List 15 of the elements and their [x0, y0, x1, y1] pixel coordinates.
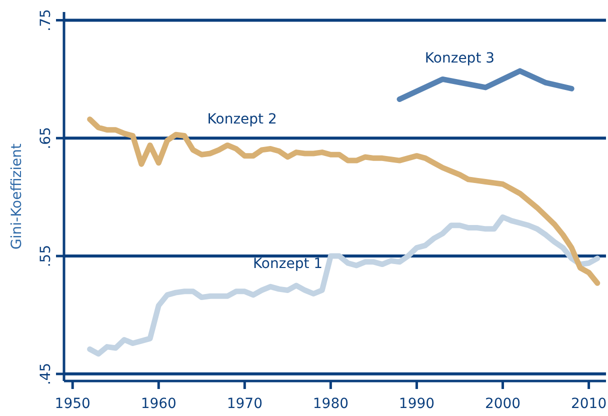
x-tick-label: 1990	[398, 396, 435, 412]
x-tick-label: 1970	[226, 396, 262, 412]
x-tick-label: 1980	[312, 396, 349, 412]
x-tick-label: 2000	[484, 396, 521, 412]
x-tick-label: 1950	[54, 396, 90, 412]
y-tick-label: .65	[38, 127, 54, 150]
y-tick-label: .75	[38, 9, 54, 32]
y-axis-title: Gini-Koeffizient	[9, 143, 25, 250]
x-tick-label: 2010	[570, 396, 607, 412]
y-tick-label: .55	[38, 244, 54, 268]
series-label: Konzept 2	[207, 112, 277, 128]
series-label: Konzept 3	[424, 50, 495, 66]
series-label: Konzept 1	[252, 256, 323, 272]
y-tick-label: .45	[38, 362, 54, 386]
x-tick-label: 1960	[140, 396, 176, 412]
